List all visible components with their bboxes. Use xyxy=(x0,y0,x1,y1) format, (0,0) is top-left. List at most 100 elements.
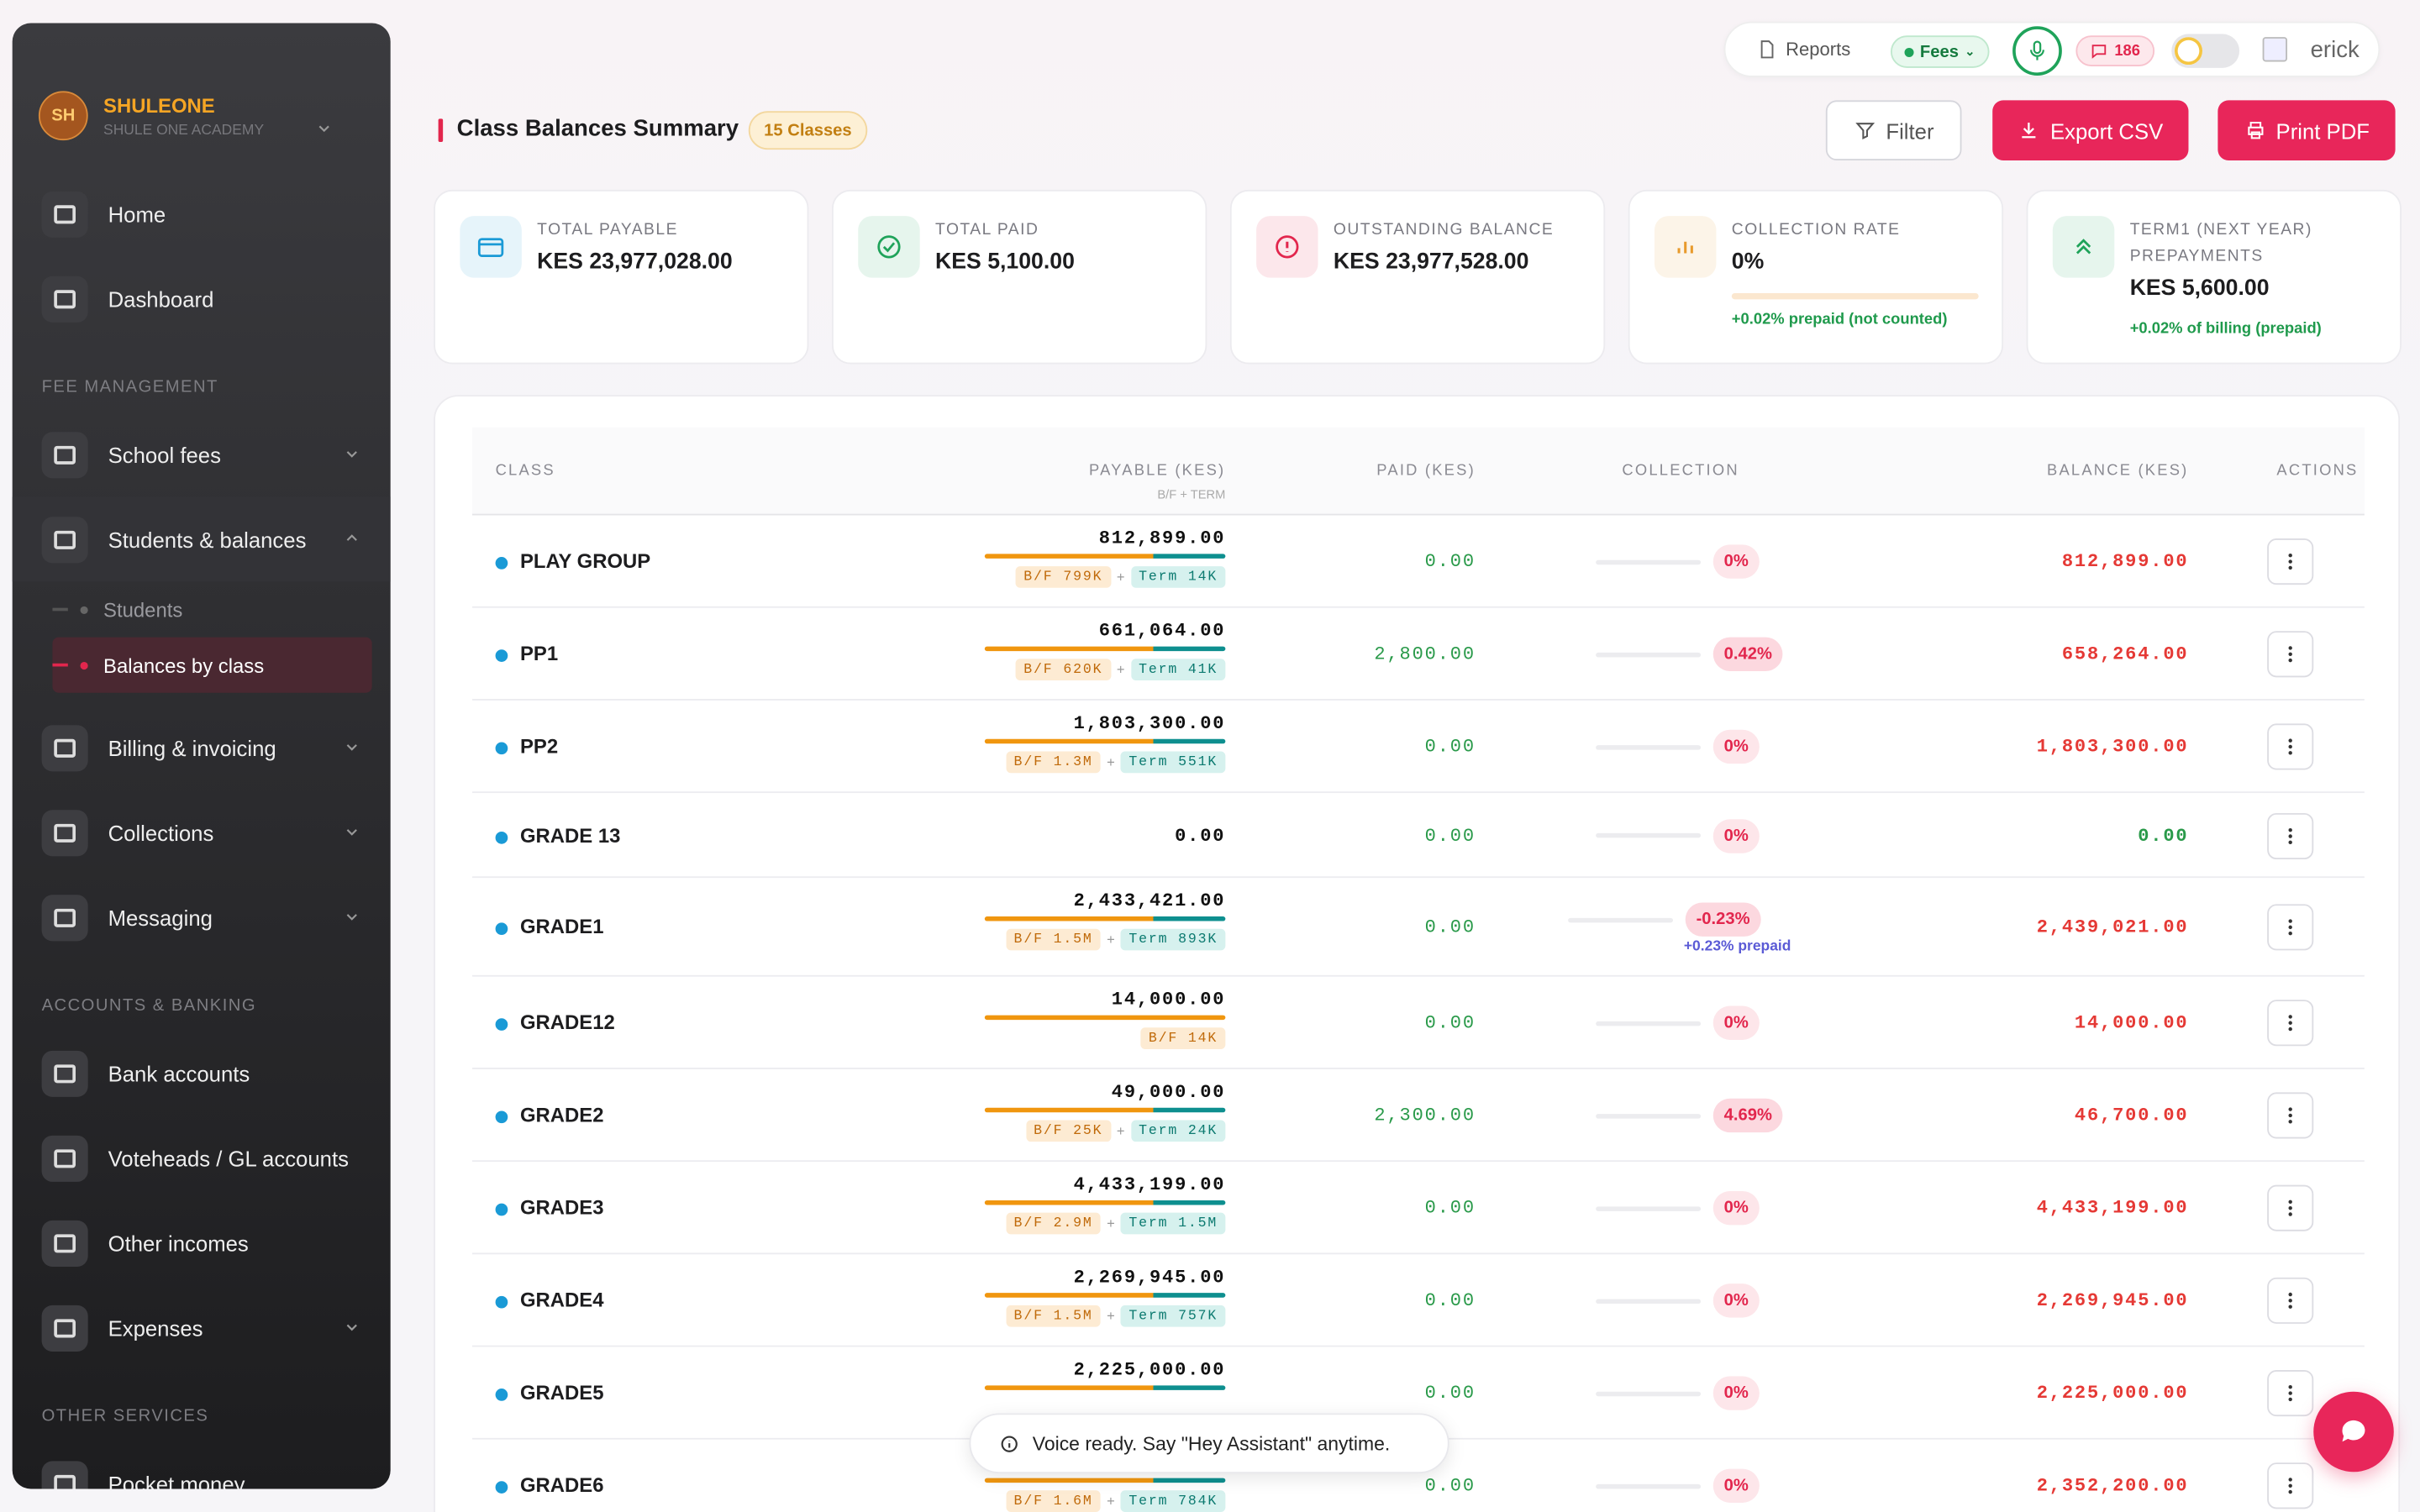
row-actions[interactable] xyxy=(2267,812,2314,859)
nav-sublabel: Balances by class xyxy=(103,653,265,677)
nav-item[interactable]: Pocket money xyxy=(13,1441,391,1489)
nav-item[interactable]: Messaging xyxy=(13,874,391,959)
glyph xyxy=(54,1473,76,1489)
row-actions[interactable] xyxy=(2267,1277,2314,1324)
collection-track xyxy=(1596,832,1702,838)
nav-item[interactable]: Dashboard xyxy=(13,256,391,341)
payable: 1,803,300.00 xyxy=(1073,712,1226,735)
nav-item[interactable]: Collections xyxy=(13,790,391,874)
shape xyxy=(2288,925,2292,930)
nav-subitem[interactable]: Students xyxy=(52,581,371,637)
nav-item[interactable]: Billing & invoicing xyxy=(13,705,391,790)
nav-label: Students & balances xyxy=(108,527,307,552)
row-actions[interactable] xyxy=(2267,1184,2314,1231)
icon xyxy=(2288,919,2292,936)
nav-item[interactable]: School fees xyxy=(13,412,391,496)
collection: 0% xyxy=(1596,544,1760,579)
term-chip: Term 551K xyxy=(1121,751,1226,774)
collection: 0% xyxy=(1596,1376,1760,1410)
mic-button[interactable] xyxy=(2012,26,2062,76)
paid: 0.00 xyxy=(1424,916,1476,938)
title-accent xyxy=(438,118,444,142)
class-name: GRADE3 xyxy=(519,1195,604,1220)
shape xyxy=(2033,40,2042,55)
shape xyxy=(2075,239,2091,255)
row-actions[interactable] xyxy=(2267,1000,2314,1047)
nav-item[interactable]: Home xyxy=(13,171,391,256)
shape xyxy=(1001,1435,1018,1452)
stat-card: TOTAL PAYABLE KES 23,977,028.00 xyxy=(434,189,809,365)
nav-item[interactable]: Other incomes xyxy=(13,1200,391,1285)
nav-item[interactable]: Expenses xyxy=(13,1285,391,1370)
term-chip: Term 784K xyxy=(1121,1490,1226,1512)
action-button[interactable]: Filter xyxy=(1825,100,1962,161)
bf-chip: B/F 620K xyxy=(1016,659,1111,680)
shape xyxy=(882,242,896,253)
card-label: TERM1 (NEXT YEAR) PREPAYMENTS xyxy=(2129,220,2312,265)
nav-item[interactable]: Students & balances xyxy=(12,496,391,582)
status-dot xyxy=(1904,47,1914,57)
shape xyxy=(346,914,357,921)
shape xyxy=(2288,839,2292,844)
shape xyxy=(2288,1299,2292,1303)
term-chip: Term 24K xyxy=(1130,1120,1226,1142)
nav-icon xyxy=(41,1219,88,1267)
action-button[interactable]: Print PDF xyxy=(2217,100,2396,161)
row-actions[interactable] xyxy=(2267,538,2314,585)
table-row: GRADE1 2,433,421.00 B/F 1.5M + Term 893K 0.00… xyxy=(472,878,2365,977)
caret: ⌄ xyxy=(1965,45,1975,59)
row-actions[interactable] xyxy=(2267,723,2314,770)
nav-label: Collections xyxy=(108,820,214,845)
chat-button[interactable] xyxy=(2313,1391,2394,1473)
module-switch[interactable]: Fees ⌄ xyxy=(1890,35,1990,68)
collection: 0% xyxy=(1596,729,1760,764)
shape xyxy=(2288,1292,2292,1297)
class-name: GRADE2 xyxy=(519,1103,604,1126)
shape xyxy=(2288,559,2292,564)
nav-label: Voteheads / GL accounts xyxy=(108,1145,349,1171)
class-name: PLAY GROUP xyxy=(519,549,651,573)
row-actions[interactable] xyxy=(2267,631,2314,678)
reports-link[interactable]: Reports xyxy=(1756,39,1850,60)
theme-toggle[interactable] xyxy=(2171,34,2240,68)
collection-pill: 0% xyxy=(1712,729,1760,764)
nav-item[interactable]: Voteheads / GL accounts xyxy=(13,1116,391,1200)
class-name: PP2 xyxy=(519,734,559,758)
collection: 0% xyxy=(1596,1190,1760,1226)
messages-badge[interactable]: 186 xyxy=(2075,35,2154,66)
table-panel: CLASS PAYABLE (KES) B/F + TERM PAID (KES) CO… xyxy=(434,395,2401,1512)
glyph xyxy=(54,444,76,464)
row-actions[interactable] xyxy=(2267,904,2314,951)
row-actions[interactable] xyxy=(2267,1370,2314,1417)
nav-label: Billing & invoicing xyxy=(108,735,276,760)
page-title: Class Balances Summary xyxy=(456,115,739,142)
nav-subitem[interactable]: Balances by class xyxy=(52,637,372,693)
collection-pill: 0% xyxy=(1712,1284,1760,1318)
icon xyxy=(2288,1015,2292,1032)
shape xyxy=(2288,658,2292,663)
icon xyxy=(2247,121,2263,139)
nav-label: Other incomes xyxy=(108,1230,249,1256)
shape xyxy=(477,238,504,257)
term-chip: Term 757K xyxy=(1121,1305,1226,1327)
icon xyxy=(1001,1435,1018,1452)
sidebar: SH SHULEONE SHULE ONE ACADEMY Home Dashboard… xyxy=(12,23,391,1489)
reports-label: Reports xyxy=(1786,38,1851,60)
collection-track xyxy=(1596,1020,1702,1026)
table-row: GRADE3 4,433,199.00 B/F 2.9M + Term 1.5M 0.00… xyxy=(472,1162,2365,1255)
messages-count: 186 xyxy=(2114,42,2140,60)
action-button[interactable]: Export CSV xyxy=(1992,100,2189,161)
nav-icon xyxy=(41,809,88,856)
payable: 14,000.00 xyxy=(1111,989,1226,1011)
glyph xyxy=(54,1063,76,1083)
icon xyxy=(346,534,357,541)
collection-pill: 0.42% xyxy=(1712,637,1783,671)
collection: 4.69% xyxy=(1596,1098,1783,1133)
nav-item[interactable]: Bank accounts xyxy=(13,1031,391,1116)
column-header: PAID (KES) xyxy=(1376,463,1476,480)
table-row: GRADE6 B/F 1.6M + Term 784K 0.00 0% 2,352,200.… xyxy=(472,1440,2365,1512)
term-chip: Term 41K xyxy=(1130,659,1226,680)
row-actions[interactable] xyxy=(2267,1462,2314,1509)
row-actions[interactable] xyxy=(2267,1092,2314,1139)
